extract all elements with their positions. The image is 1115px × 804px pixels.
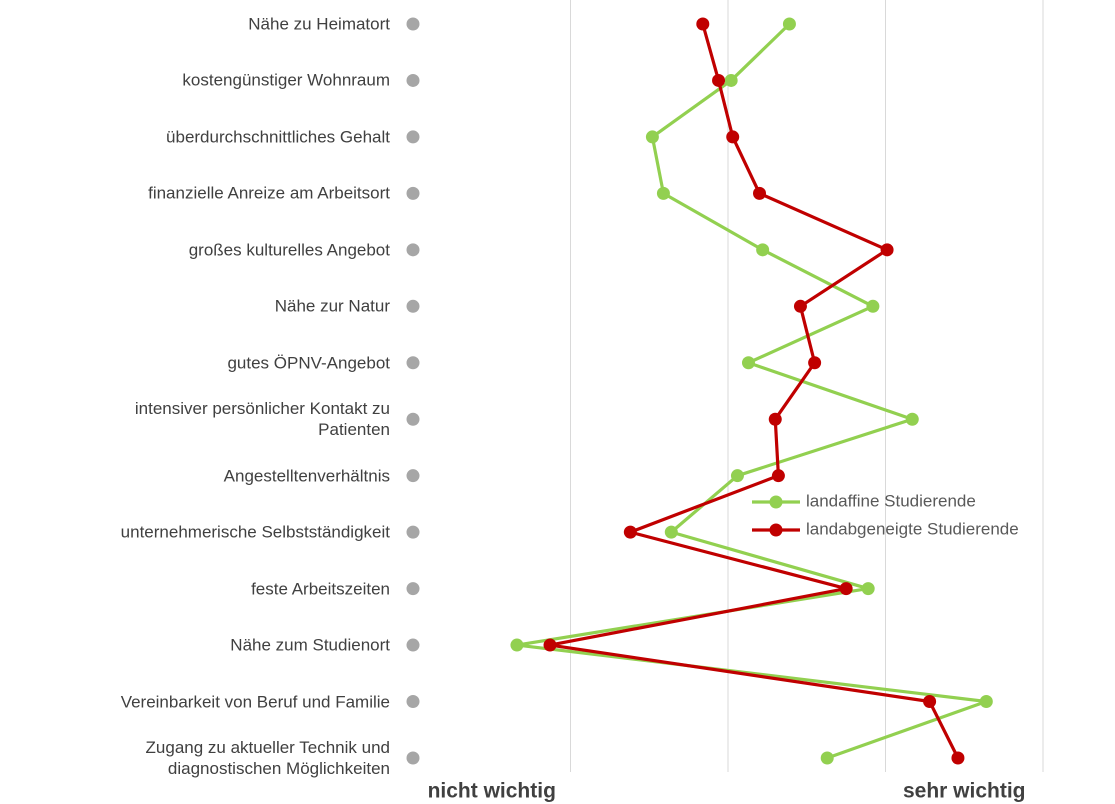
marker xyxy=(820,751,834,765)
marker xyxy=(923,695,937,709)
marker xyxy=(406,130,420,144)
marker xyxy=(696,17,710,31)
category-label: Vereinbarkeit von Beruf und Familie xyxy=(120,692,390,712)
x-tick-label: nicht wichtig xyxy=(428,780,556,803)
category-label: Nähe zu Heimatort xyxy=(248,14,390,34)
marker xyxy=(406,525,420,539)
marker xyxy=(726,130,740,144)
category-label: Nähe zur Natur xyxy=(274,296,390,316)
category-label: intensiver persönlicher Kontakt zu Patie… xyxy=(134,399,390,440)
marker xyxy=(979,695,993,709)
marker xyxy=(905,412,919,426)
legend-label: landabgeneigte Studierende xyxy=(806,519,1019,538)
category-label: finanzielle Anreize am Arbeitsort xyxy=(148,183,390,203)
category-label: unternehmerische Selbstständigkeit xyxy=(120,522,390,542)
marker xyxy=(406,469,420,483)
category-label: Angestelltenverhältnis xyxy=(223,466,390,486)
marker xyxy=(839,582,853,596)
marker xyxy=(782,17,796,31)
category-label: überdurchschnittliches Gehalt xyxy=(166,127,390,147)
marker xyxy=(730,469,744,483)
marker xyxy=(406,751,420,765)
marker xyxy=(951,751,965,765)
category-label: Nähe zum Studienort xyxy=(230,635,390,655)
category-label: großes kulturelles Angebot xyxy=(188,240,390,260)
marker xyxy=(406,186,420,200)
marker xyxy=(656,186,670,200)
legend-marker xyxy=(769,495,783,509)
marker xyxy=(543,638,557,652)
series-line xyxy=(515,22,988,760)
marker xyxy=(808,356,822,370)
marker xyxy=(623,525,637,539)
x-tick-label: sehr wichtig xyxy=(903,780,1026,803)
marker xyxy=(753,186,766,200)
legend-label: landaffine Studierende xyxy=(806,491,976,510)
marker xyxy=(406,412,420,426)
marker xyxy=(866,299,880,313)
series-line xyxy=(548,23,960,759)
marker xyxy=(645,130,659,144)
marker xyxy=(406,582,420,596)
category-label: gutes ÖPNV-Angebot xyxy=(227,353,390,373)
marker xyxy=(771,469,785,483)
category-label: feste Arbeitszeiten xyxy=(251,579,390,599)
marker xyxy=(741,356,755,370)
category-label: Zugang zu aktueller Technik und diagnost… xyxy=(145,737,390,778)
marker xyxy=(406,73,420,87)
marker xyxy=(406,17,420,31)
category-label: kostengünstiger Wohnraum xyxy=(182,70,390,90)
marker xyxy=(406,695,420,709)
marker xyxy=(406,243,420,257)
marker xyxy=(406,356,420,370)
marker xyxy=(712,73,726,87)
marker xyxy=(756,243,770,257)
marker xyxy=(664,525,678,539)
marker xyxy=(406,299,420,313)
marker xyxy=(510,638,524,652)
marker xyxy=(880,243,894,257)
marker xyxy=(861,582,875,596)
marker xyxy=(793,299,807,313)
marker xyxy=(406,638,420,652)
legend-marker xyxy=(769,523,783,537)
marker xyxy=(724,73,738,87)
marker xyxy=(768,412,782,426)
